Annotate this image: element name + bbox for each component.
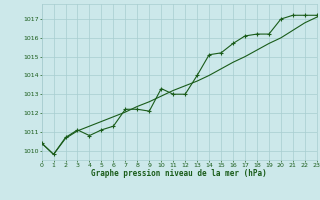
- X-axis label: Graphe pression niveau de la mer (hPa): Graphe pression niveau de la mer (hPa): [91, 169, 267, 178]
